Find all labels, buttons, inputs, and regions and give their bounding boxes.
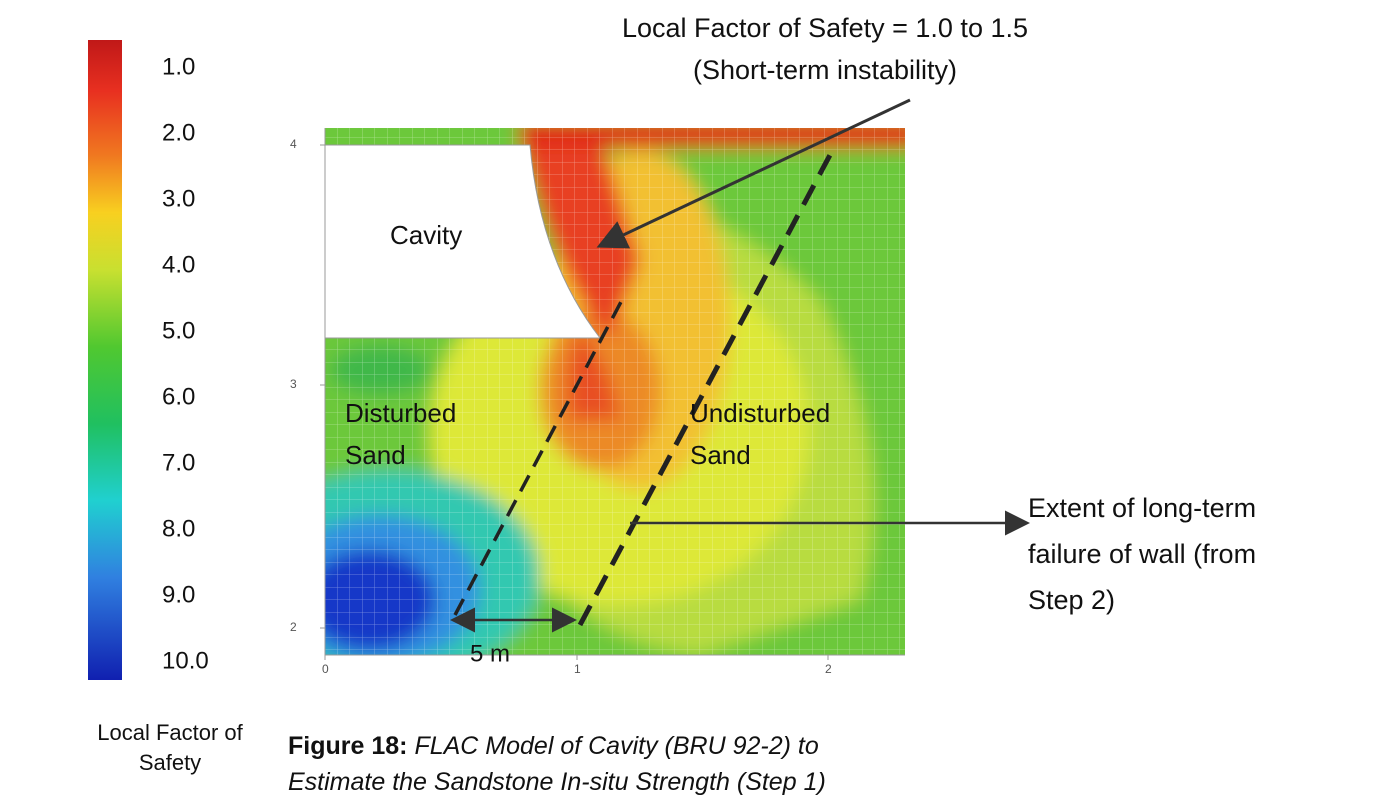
dashed-line	[453, 299, 624, 616]
colorbar-label: 8.0	[162, 515, 195, 542]
colorbar-label: 10.0	[162, 647, 209, 674]
annotation: (Short-term instability)	[693, 55, 957, 85]
colorbar-label: 9.0	[162, 581, 195, 608]
annotation-arrow	[596, 98, 911, 249]
colorbar-label: 4.0	[162, 251, 195, 278]
x-tick-label: 1	[574, 662, 581, 676]
colorbar-label: 2.0	[162, 119, 195, 146]
colorbar-label: 1.0	[162, 53, 195, 80]
annotation: Extent of long-term	[1028, 493, 1256, 523]
region-label: Sand	[690, 440, 751, 470]
region-label: Cavity	[390, 220, 462, 250]
region-label: Sand	[345, 440, 406, 470]
caption: Figure 18: FLAC Model of Cavity (BRU 92-…	[288, 728, 908, 800]
colorbar-title: Local Factor of Safety	[97, 720, 243, 775]
dimension-label: 5 m	[470, 640, 510, 667]
x-tick-label: 0	[322, 662, 329, 676]
colorbar-labels: 1.0 2.0 3.0 4.0 5.0 6.0 7.0 8.0 9.0 10.0	[162, 53, 209, 674]
colorbar	[88, 40, 122, 680]
colorbar-label: 3.0	[162, 185, 195, 212]
caption-label: Figure 18:	[288, 732, 408, 760]
annotation: failure of wall (from	[1028, 539, 1256, 569]
region-label: Undisturbed	[690, 398, 830, 428]
colorbar-label: 6.0	[162, 383, 195, 410]
colorbar-label: 7.0	[162, 449, 195, 476]
y-tick-label: 3	[290, 377, 297, 391]
colorbar-label: 5.0	[162, 317, 195, 344]
y-tick-label: 2	[290, 620, 297, 634]
annotation: Step 2)	[1028, 585, 1115, 615]
contour-plot: 4 3 2 0 1 2 Cavity Disturbed Sand Undist…	[290, 128, 905, 676]
x-tick-label: 2	[825, 662, 832, 676]
annotation: Local Factor of Safety = 1.0 to 1.5	[622, 13, 1028, 43]
y-tick-label: 4	[290, 137, 297, 151]
dashed-line	[577, 153, 833, 627]
region-label: Disturbed	[345, 398, 456, 428]
